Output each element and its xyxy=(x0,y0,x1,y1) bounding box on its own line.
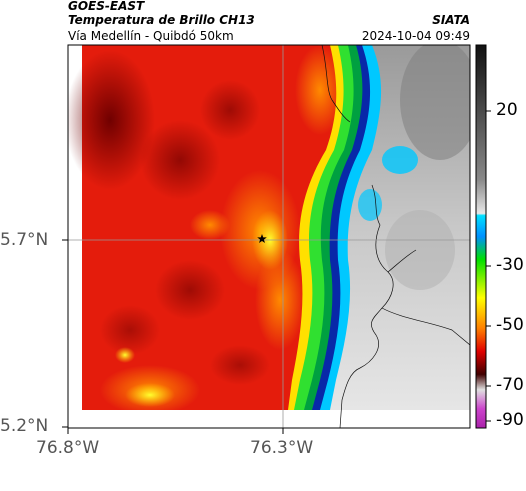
y-tick-label: 5.2°N xyxy=(0,416,49,436)
border-lines xyxy=(321,45,470,428)
colorbar-tick: 20 xyxy=(496,100,518,120)
colorbar-tick: -30 xyxy=(496,255,524,275)
y-tick-label: 5.7°N xyxy=(0,230,49,250)
colorbar-tick: -50 xyxy=(496,315,524,335)
x-tick-label: 76.8°W xyxy=(36,438,100,458)
datetime-label: 2024-10-04 09:49 xyxy=(361,29,470,43)
product-title: Temperatura de Brillo CH13 xyxy=(68,13,255,27)
colorbar-tick: -70 xyxy=(496,375,524,395)
organization-label: SIATA xyxy=(432,13,470,27)
colorbar xyxy=(475,44,487,429)
map-frame xyxy=(67,44,471,429)
region-label: Vía Medellín - Quibdó 50km xyxy=(68,29,234,43)
satellite-title: GOES-EAST xyxy=(68,0,145,13)
star-icon xyxy=(257,234,267,243)
x-tick-label: 76.3°W xyxy=(250,438,314,458)
colorbar-tick: -90 xyxy=(496,410,524,430)
map-plot-area xyxy=(68,45,470,428)
